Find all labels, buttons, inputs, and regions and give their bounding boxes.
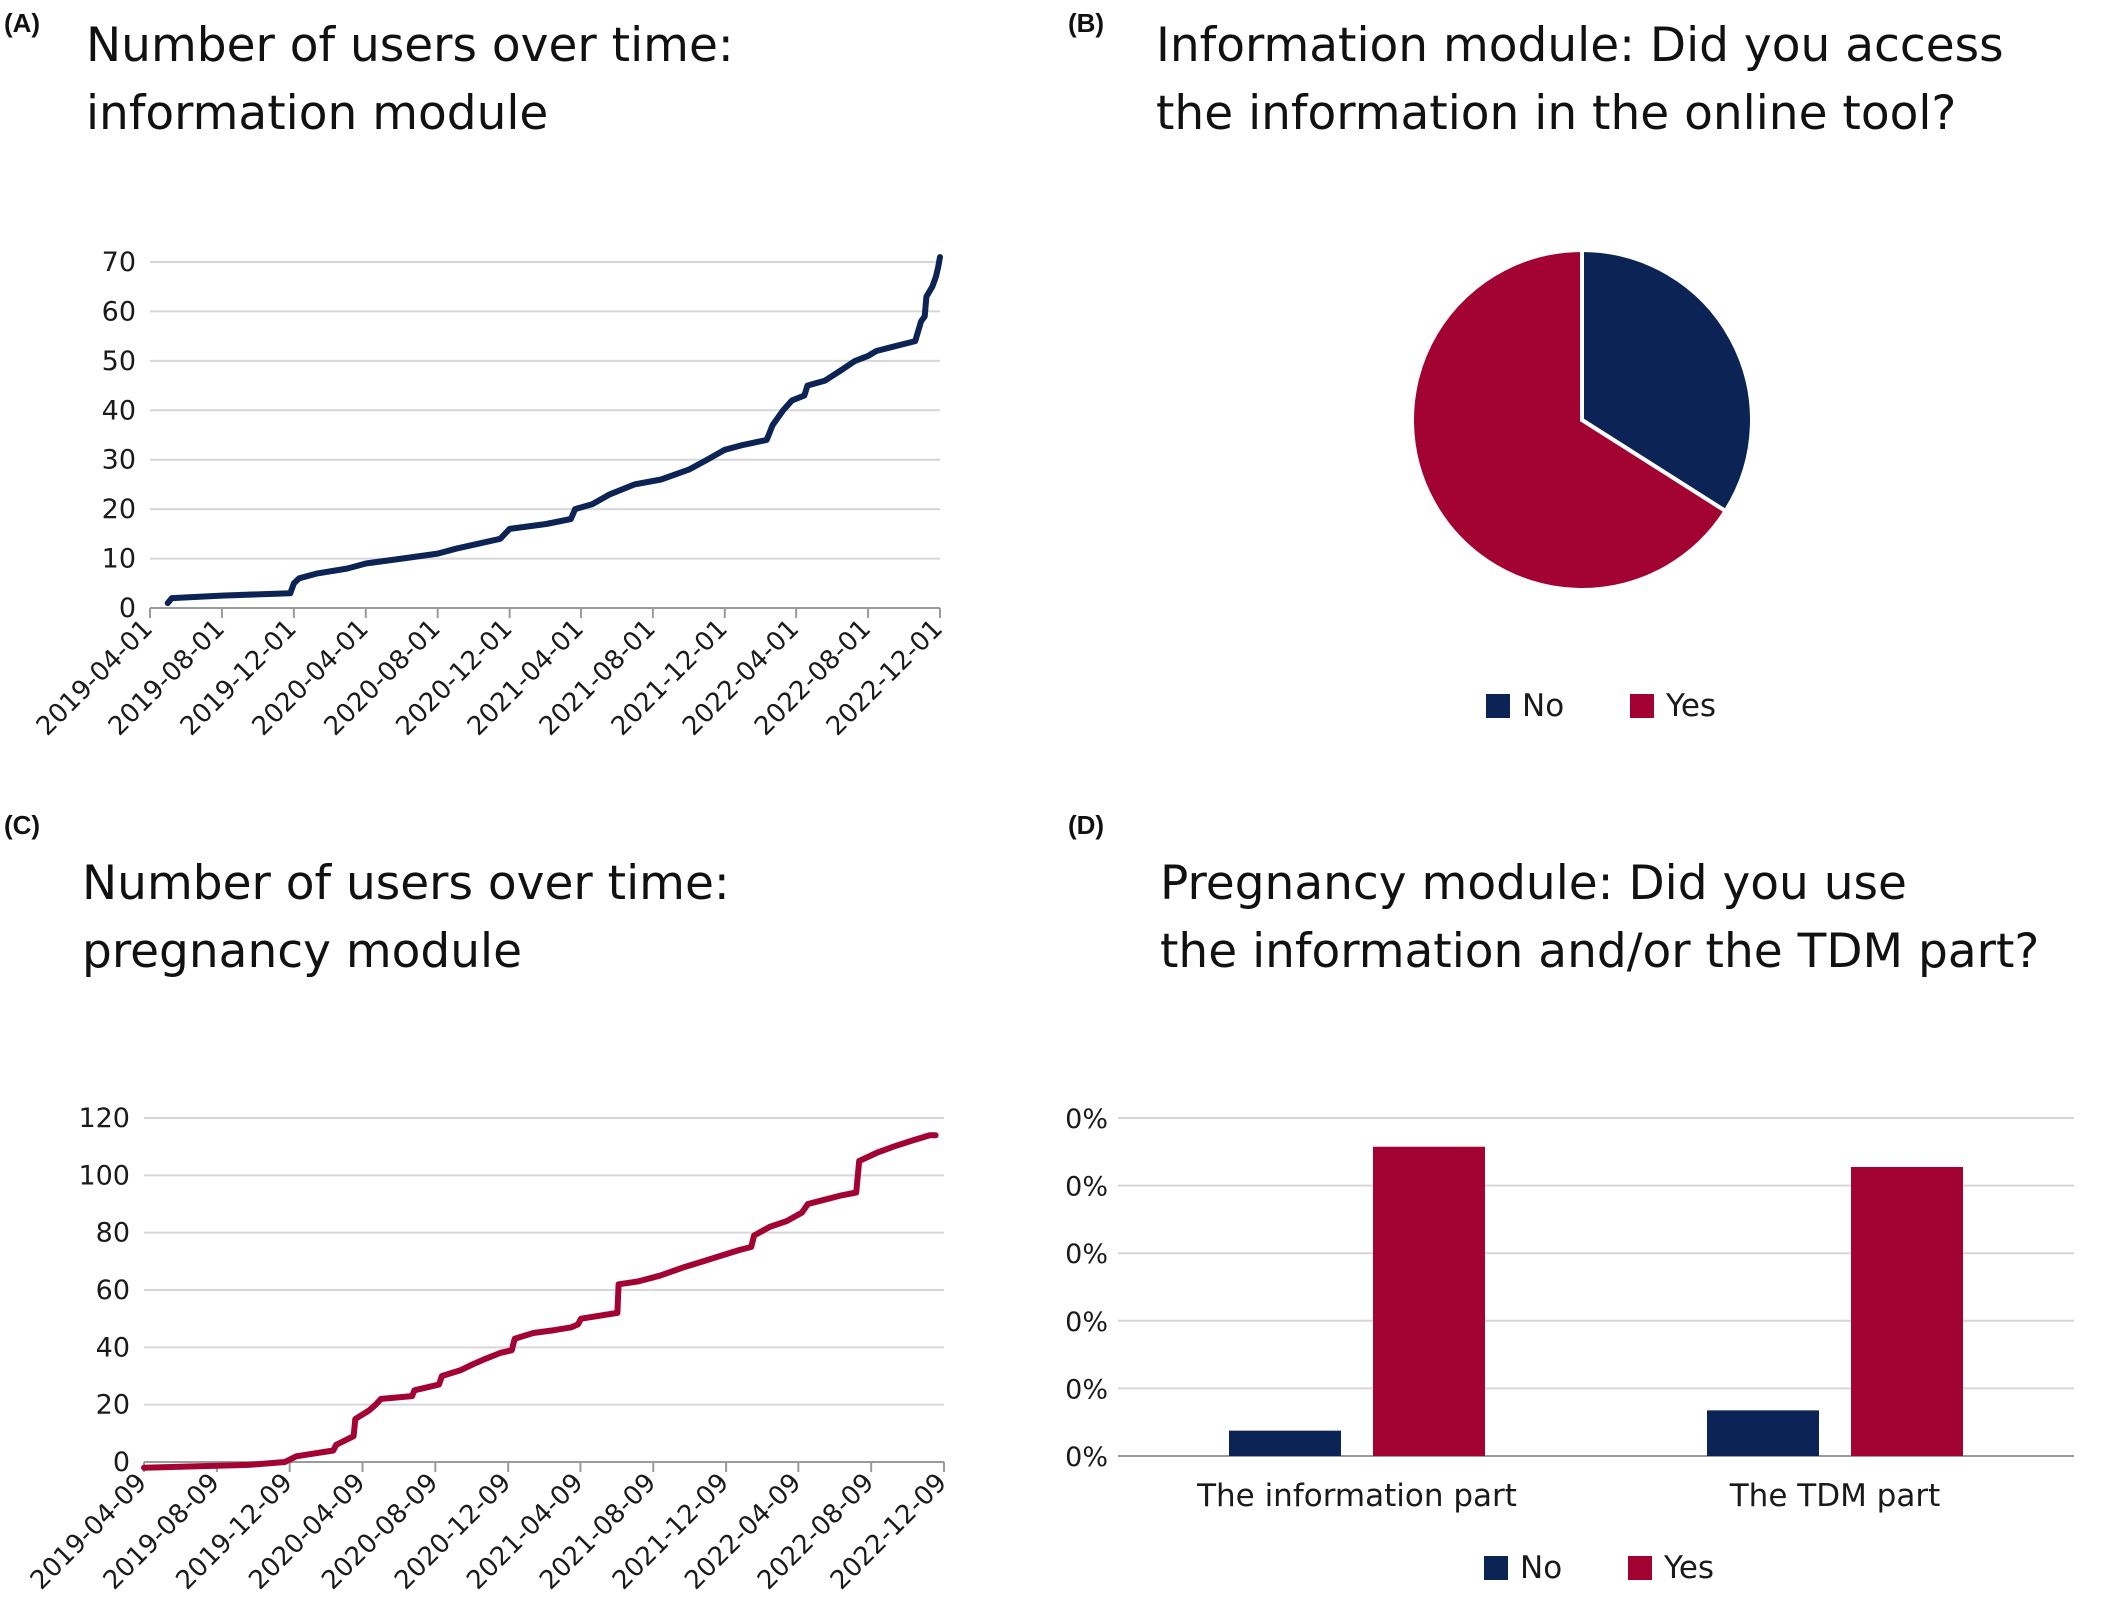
y-tick-label: 60 [96,1275,130,1306]
y-tick-label: 0% [1065,1442,1108,1473]
panel-b: (B) Information module: Did you access t… [1064,0,2128,800]
panel-letter: (D) [1068,810,1105,840]
legend-label-no: No [1520,1550,1562,1586]
series-line [164,254,943,607]
y-tick-label: 10 [102,544,136,575]
line-chart-pregnancy-module: 0204060801001202019-04-092019-08-092019-… [25,1103,953,1596]
legend-swatch-no [1486,694,1510,718]
chart-title-line-1: Number of users over time: [82,856,730,911]
y-tick-label: 30 [102,445,136,476]
bar-chart-pregnancy-usage: 0% 20% 40% 60% 80% 100% The information part Th… [1064,1104,2074,1586]
series-line [141,1132,939,1471]
panel-letter: (B) [1068,8,1105,38]
y-tick-label: 80 [96,1218,130,1249]
y-tick-label: 60 [102,296,136,327]
legend-label-no: No [1522,688,1564,724]
y-tick-label: 60% [1064,1239,1108,1270]
category-label: The information part [1196,1478,1517,1514]
chart-title: Pregnancy module: Did you use the inform… [1160,850,2039,986]
panel-c: (C) Number of users over time: pregnancy… [0,800,1064,1604]
y-tick-label: 40 [96,1332,130,1363]
line-chart-information-module: 0102030405060702019-04-012019-08-012019-… [31,247,949,742]
category-label: The TDM part [1729,1478,1941,1514]
pie-chart-information-access: No Yes [1410,247,1754,724]
bar-no-1 [1707,1410,1819,1456]
panel-a: (A) Number of users over time: informati… [0,0,1064,800]
chart-title-line-1: Information module: Did you access [1156,18,2004,73]
legend-swatch-yes [1628,1556,1652,1580]
chart-title-line-1: Pregnancy module: Did you use [1160,856,1907,911]
y-tick-label: 0 [119,593,136,624]
bar-no-0 [1229,1430,1341,1456]
y-tick-label: 120 [78,1103,130,1134]
chart-title: Number of users over time: information m… [86,12,734,148]
y-tick-label: 70 [102,247,136,278]
bar-yes-0 [1373,1146,1485,1456]
y-tick-label: 50 [102,346,136,377]
panel-d: (D) Pregnancy module: Did you use the in… [1064,800,2128,1604]
pie-slice-yes [1410,247,1729,592]
y-tick-label: 80% [1064,1172,1108,1203]
y-tick-label: 0 [113,1447,130,1478]
legend-swatch-no [1484,1556,1508,1580]
y-tick-label: 40 [102,395,136,426]
legend-label-yes: Yes [1663,1550,1714,1586]
y-tick-label: 40% [1064,1307,1108,1338]
chart-title-line-2: pregnancy module [82,924,522,979]
y-tick-label: 20 [96,1390,130,1421]
chart-title-line-2: information module [86,86,549,141]
legend-label-yes: Yes [1665,688,1716,724]
bar-yes-1 [1851,1167,1963,1456]
chart-title-line-2: the information in the online tool? [1156,86,1957,141]
chart-title-line-2: the information and/or the TDM part? [1160,924,2040,979]
y-tick-label: 100 [78,1160,130,1191]
y-tick-label: 20 [102,494,136,525]
chart-title-line-1: Number of users over time: [86,18,734,73]
chart-title: Number of users over time: pregnancy mod… [82,850,730,986]
panel-letter: (A) [4,8,41,38]
chart-title: Information module: Did you access the i… [1156,12,2004,148]
legend-swatch-yes [1630,694,1654,718]
y-tick-label: 20% [1064,1374,1108,1405]
panel-letter: (C) [4,810,41,840]
y-tick-label: 100% [1064,1104,1108,1135]
